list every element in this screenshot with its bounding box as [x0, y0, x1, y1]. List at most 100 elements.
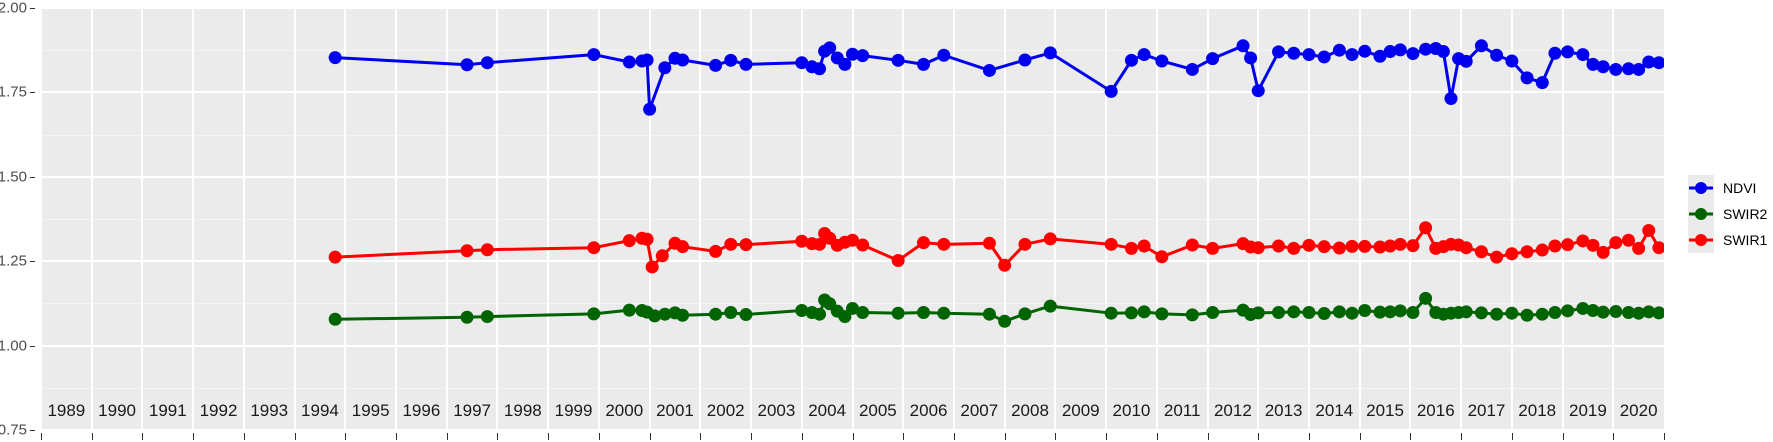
x-tick-mark: [953, 433, 955, 440]
data-point: [460, 58, 474, 72]
data-point: [1520, 71, 1534, 85]
data-point: [1345, 48, 1359, 62]
gridline-v-major: [1612, 8, 1615, 430]
x-tick-mark: [903, 433, 905, 440]
data-point: [1317, 50, 1331, 64]
data-point: [1104, 306, 1118, 320]
data-point: [1490, 250, 1504, 264]
data-point: [982, 63, 996, 77]
data-point: [1596, 305, 1610, 319]
x-tick-mark: [700, 433, 702, 440]
data-point: [1302, 306, 1316, 320]
data-point: [1358, 44, 1372, 58]
data-point: [1124, 53, 1138, 67]
legend-label: SWIR1: [1723, 232, 1768, 248]
data-point: [1622, 306, 1635, 320]
data-point: [1535, 76, 1549, 90]
data-point: [1586, 57, 1600, 71]
x-tick-label: 2017: [1467, 401, 1506, 420]
gridline-v-major: [750, 8, 753, 430]
y-tick-label: 2.00: [0, 0, 27, 17]
y-axis: 2.00 1.75 1.50 1.25 1.00 0.75: [0, 0, 36, 442]
data-point: [1272, 306, 1286, 320]
gridline-v-major: [1054, 8, 1057, 430]
gridline-v-major: [41, 8, 42, 430]
data-point: [1155, 250, 1169, 264]
data-point: [937, 306, 951, 320]
data-point: [1043, 46, 1057, 60]
y-tick-mark: [30, 8, 35, 9]
data-point: [1561, 238, 1575, 252]
legend-item-swir2[interactable]: SWIR2: [1688, 201, 1767, 227]
data-point: [328, 312, 342, 326]
x-tick-mark: [1511, 433, 1513, 440]
data-point: [1124, 241, 1138, 255]
gridline-v-major: [90, 8, 93, 430]
data-point: [1535, 307, 1549, 321]
chart-legend: NDVI SWIR2 SWIR1: [1688, 175, 1767, 253]
x-tick-label: 2016: [1416, 401, 1455, 420]
data-point: [1490, 307, 1504, 321]
data-point: [1332, 43, 1346, 57]
data-point: [1444, 91, 1458, 105]
data-point: [709, 307, 723, 321]
data-point: [1520, 245, 1534, 259]
data-point: [643, 102, 657, 116]
gridline-v-major: [445, 8, 448, 430]
data-point: [1345, 306, 1359, 320]
data-point: [1642, 305, 1656, 319]
x-tick-mark: [1664, 433, 1665, 440]
data-point: [1490, 48, 1504, 62]
x-tick-mark: [1156, 433, 1158, 440]
data-point: [1287, 241, 1301, 255]
x-tick-mark: [1004, 433, 1006, 440]
data-point: [1104, 84, 1118, 98]
x-tick-label: 2003: [757, 401, 796, 420]
data-point: [587, 307, 601, 321]
data-point: [460, 310, 474, 324]
x-tick-mark: [1308, 433, 1310, 440]
data-point: [622, 234, 636, 248]
data-point: [1459, 241, 1473, 255]
gridline-v-major: [1561, 8, 1564, 430]
x-tick-mark: [649, 433, 651, 440]
gridline-v-major: [293, 8, 296, 430]
x-tick-label: 2012: [1213, 401, 1252, 420]
x-tick-mark: [1613, 433, 1615, 440]
data-point: [328, 250, 342, 264]
data-point: [1383, 45, 1397, 59]
x-tick-label: 2009: [1061, 401, 1100, 420]
data-point: [795, 234, 809, 248]
data-point: [1302, 238, 1316, 252]
data-point: [1393, 237, 1407, 251]
series-layer: [328, 39, 1664, 328]
data-point: [1137, 239, 1151, 253]
data-point: [1124, 306, 1138, 320]
data-point: [1505, 247, 1519, 261]
gridline-v-major: [1257, 8, 1260, 430]
legend-label: SWIR2: [1723, 206, 1768, 222]
y-tick-label: 1.50: [0, 168, 27, 186]
y-tick-label: 1.75: [0, 83, 27, 101]
data-point: [1406, 47, 1420, 61]
data-point: [1393, 304, 1407, 318]
gridline-v-major: [1206, 8, 1209, 430]
gridline-v-major: [597, 8, 600, 430]
legend-item-ndvi[interactable]: NDVI: [1688, 175, 1767, 201]
legend-label: NDVI: [1723, 180, 1757, 196]
x-tick-label: 1993: [250, 401, 289, 420]
x-tick-label: 2008: [1011, 401, 1049, 420]
legend-item-swir1[interactable]: SWIR1: [1688, 227, 1767, 253]
gridline-v-major: [1307, 8, 1310, 430]
data-point: [1632, 62, 1646, 76]
data-point: [937, 48, 951, 62]
gridline-v-major: [902, 8, 905, 430]
data-point: [1302, 48, 1316, 62]
data-point: [795, 56, 809, 70]
data-point: [1373, 305, 1387, 319]
gridline-v-major: [648, 8, 651, 430]
x-tick-mark: [41, 433, 42, 440]
x-tick-label: 1989: [47, 401, 86, 420]
x-tick-mark: [1106, 433, 1108, 440]
data-point: [655, 249, 669, 263]
